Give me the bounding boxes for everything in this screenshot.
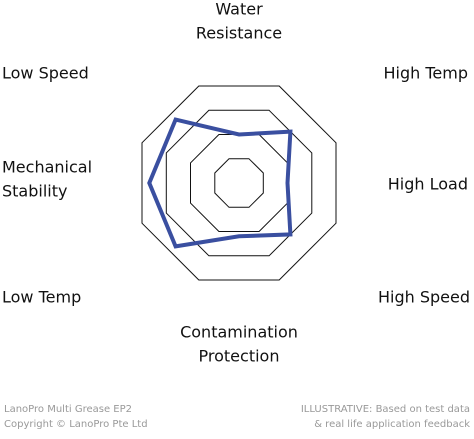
axis-label: Low Speed — [2, 64, 89, 83]
grid-ring — [214, 158, 264, 208]
footer-text: ILLUSTRATIVE: Based on test data — [301, 404, 470, 415]
axis-label: High Speed — [378, 288, 470, 307]
footer-text: & real life application feedback — [314, 419, 470, 430]
axis-label: High Temp — [384, 64, 469, 83]
grid-ring — [141, 85, 337, 281]
axis-label: Protection — [199, 347, 280, 366]
footer-text: LanoPro Multi Grease EP2 — [4, 404, 132, 415]
axis-label: Resistance — [196, 24, 282, 43]
axis-label: Low Temp — [2, 288, 81, 307]
footer-text: Copyright © LanoPro Pte Ltd — [4, 419, 148, 430]
grid-ring — [190, 134, 288, 232]
axis-label: Water — [215, 0, 263, 19]
axis-label: Contamination — [180, 323, 298, 342]
axis-label: High Load — [388, 175, 468, 194]
axis-label: Stability — [2, 182, 67, 201]
data-polygon — [147, 117, 293, 249]
axis-label: Mechanical — [2, 158, 92, 177]
